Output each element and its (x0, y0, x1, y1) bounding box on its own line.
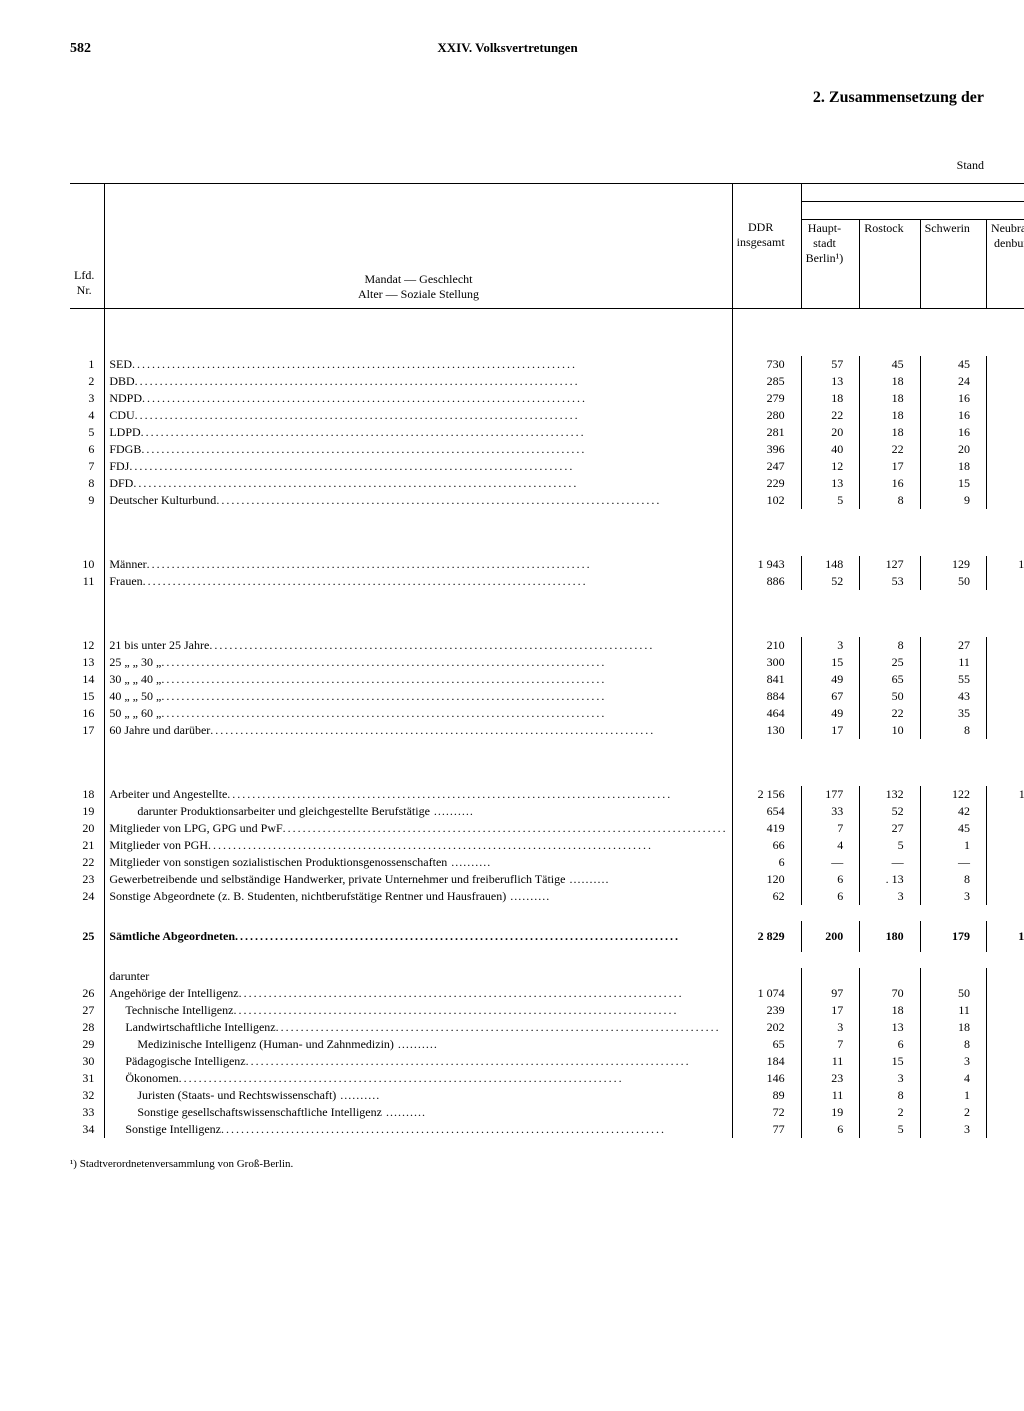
section-title: 2. Zusammensetzung der (70, 88, 984, 108)
table-row: 1430 „ „ 40 „8414965556155 (70, 671, 1024, 688)
table-row: 26Angehörige der Intelligenz1 0749770507… (70, 985, 1024, 1002)
table-row: 19darunter Produktionsarbeiter und gleic… (70, 803, 1024, 820)
table-row: 24Sonstige Abgeordnete (z. B. Studenten,… (70, 888, 1024, 905)
col-label: Mandat — Geschlecht Alter — Soziale Stel… (105, 267, 732, 309)
table-row: 28Landwirtschaftliche Intelligenz2023131… (70, 1019, 1024, 1036)
table-row: 7FDJ2471217181217 (70, 458, 1024, 475)
table-row: 20Mitglieder von LPG, GPG und PwF4197274… (70, 820, 1024, 837)
col-rostock: Rostock (860, 219, 920, 267)
col-ddr: DDR insgesamt (732, 219, 801, 267)
footnote: ¹) Stadtverordnetenversammlung von Groß-… (70, 1158, 984, 1172)
table-row: 2DBD2851318242120 (70, 373, 1024, 390)
col-neubrandenburg: Neubran- denburg (986, 219, 1024, 267)
table-row: 27Technische Intelligenz2391718111416 (70, 1002, 1024, 1019)
table-row: 3NDPD2791818161919 (70, 390, 1024, 407)
table-row: 33Sonstige gesellschaftswissenschaftlich… (70, 1104, 1024, 1121)
table-row: 1SED7305745455749 (70, 356, 1024, 373)
table-row: 1760 Jahre und darüber13017108911 (70, 722, 1024, 739)
table-row: 1540 „ „ 50 „8846750435666 (70, 688, 1024, 705)
table-row: 9Deutscher Kulturbund10258945 (70, 492, 1024, 509)
table-row: 10Männer1 943148127129127127 (70, 556, 1024, 573)
table-row: 32Juristen (Staats- und Rechtswissenscha… (70, 1087, 1024, 1104)
table-row: 31Ökonomen146233432 (70, 1070, 1024, 1087)
table-row: 1650 „ „ 60 „4644922352539 (70, 705, 1024, 722)
table-row: 18Arbeiter und Angestellte2 156177132122… (70, 786, 1024, 803)
chapter-title: XXIV. Volksvertretungen (437, 40, 577, 58)
table-row: 5LDPD2812018161720 (70, 424, 1024, 441)
table-row: 6FDGB3964022202131 (70, 441, 1024, 458)
table-row: 11Frauen8865253505372 (70, 573, 1024, 590)
table-row: 25Sämtliche Abgeordneten2 82920018017918… (70, 921, 1024, 952)
table-row: 29Medizinische Intelligenz (Human- und Z… (70, 1036, 1024, 1053)
col-nr: Lfd. Nr. (70, 267, 105, 309)
header-nachbe: Nach Be (801, 201, 1024, 219)
table-row: 8DFD2291316151118 (70, 475, 1024, 492)
stand-label: Stand (70, 158, 984, 173)
page-number: 582 (70, 40, 91, 58)
table-row: 30Pädagogische Intelligenz184111531419 (70, 1053, 1024, 1070)
table-row: 21Mitglieder von PGH6645143 (70, 837, 1024, 854)
table-row: 23Gewerbetreibende und selbständige Hand… (70, 871, 1024, 888)
table-row: 1221 bis unter 25 Jahre2103827616 (70, 637, 1024, 654)
col-berlin: Haupt- stadt Berlin¹) (801, 219, 860, 267)
header-abge: Abge (801, 183, 1024, 201)
col-schwerin: Schwerin (920, 219, 986, 267)
table-row: 1325 „ „ 30 „3001525112312 (70, 654, 1024, 671)
main-table: Abge Nach Be DDR insgesamt Haupt- stadt … (70, 183, 1024, 1138)
table-row: 4CDU2802218161820 (70, 407, 1024, 424)
table-row: 34Sonstige Intelligenz7765349 (70, 1121, 1024, 1138)
table-row: 22Mitglieder von sonstigen sozialistisch… (70, 854, 1024, 871)
